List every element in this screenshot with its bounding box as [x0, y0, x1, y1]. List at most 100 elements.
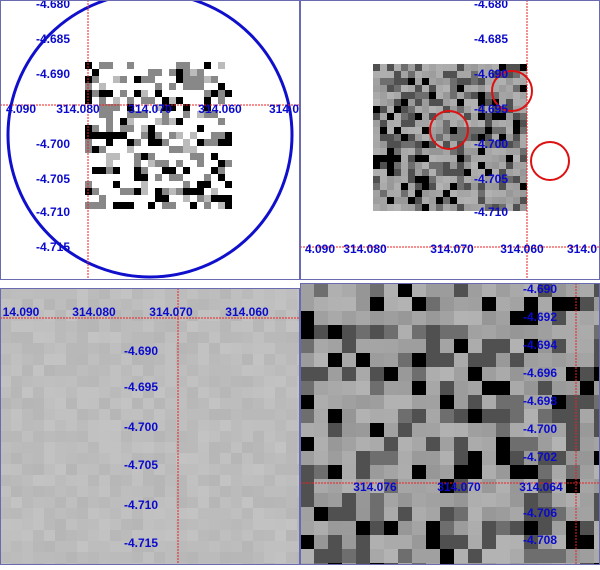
pixel	[300, 409, 314, 423]
pixel	[110, 508, 121, 519]
pixel	[55, 486, 66, 497]
pixel	[566, 479, 580, 493]
pixel	[218, 62, 225, 69]
pixel	[209, 519, 220, 530]
pixel	[513, 183, 520, 190]
pixel	[22, 453, 33, 464]
pixel	[165, 508, 176, 519]
pixel	[443, 64, 450, 71]
pixel	[77, 519, 88, 530]
pixel	[496, 535, 510, 549]
pixel	[132, 475, 143, 486]
pixel	[454, 311, 468, 325]
pixel	[253, 519, 264, 530]
pixel	[66, 310, 77, 321]
pixel	[300, 353, 314, 367]
pixel	[328, 409, 342, 423]
pixel	[520, 204, 527, 211]
pixel	[11, 486, 22, 497]
pixel	[88, 409, 99, 420]
pixel	[220, 288, 231, 299]
pixel	[422, 134, 429, 141]
pixel	[580, 493, 594, 507]
pixel	[55, 420, 66, 431]
pixel	[492, 141, 499, 148]
pixel	[478, 197, 485, 204]
pixel	[154, 442, 165, 453]
pixel	[464, 92, 471, 99]
pixel	[165, 475, 176, 486]
pixel	[443, 92, 450, 99]
pixel	[426, 381, 440, 395]
pixel	[77, 552, 88, 563]
pixel	[209, 332, 220, 343]
pixel	[422, 190, 429, 197]
pixel	[22, 409, 33, 420]
pixel	[415, 204, 422, 211]
pixel	[538, 451, 552, 465]
pixel	[454, 325, 468, 339]
pixel	[482, 507, 496, 521]
pixel	[77, 497, 88, 508]
pixel	[412, 297, 426, 311]
pixel	[566, 395, 580, 409]
pixel	[524, 381, 538, 395]
pixel	[394, 85, 401, 92]
pixel	[33, 299, 44, 310]
pixel	[373, 148, 380, 155]
pixel	[373, 120, 380, 127]
pixel	[11, 442, 22, 453]
pixel	[198, 299, 209, 310]
pixel	[401, 106, 408, 113]
pixel	[566, 409, 580, 423]
pixel	[384, 549, 398, 563]
pixel	[253, 442, 264, 453]
pixel	[99, 475, 110, 486]
pixel	[482, 465, 496, 479]
pixel	[220, 552, 231, 563]
pixel	[0, 475, 11, 486]
pixel	[457, 190, 464, 197]
pixel	[99, 132, 106, 139]
pixel	[242, 486, 253, 497]
pixel	[594, 283, 600, 297]
pixel	[398, 423, 412, 437]
pixel	[66, 508, 77, 519]
pixel	[110, 431, 121, 442]
pixel	[370, 549, 384, 563]
pixel	[580, 549, 594, 563]
pixel	[485, 99, 492, 106]
pixel	[485, 71, 492, 78]
pixel	[0, 508, 11, 519]
pixel	[478, 71, 485, 78]
pixel	[387, 141, 394, 148]
pixel	[356, 521, 370, 535]
pixel	[398, 451, 412, 465]
pixel	[510, 493, 524, 507]
pixel	[242, 475, 253, 486]
pixel	[204, 195, 211, 202]
x-label: 314.080	[56, 102, 100, 116]
pixel	[373, 99, 380, 106]
pixel	[55, 299, 66, 310]
pixel	[520, 169, 527, 176]
pixel	[99, 343, 110, 354]
pixel	[55, 453, 66, 464]
pixel	[197, 153, 204, 160]
pixel	[106, 167, 113, 174]
pixel	[394, 155, 401, 162]
y-label: -4.690	[124, 344, 158, 358]
pixel	[154, 431, 165, 442]
pixel	[155, 90, 162, 97]
pixel	[0, 398, 11, 409]
pixel	[471, 183, 478, 190]
pixel	[242, 453, 253, 464]
pixel	[384, 339, 398, 353]
pixel	[231, 420, 242, 431]
pixel	[121, 475, 132, 486]
pixel	[198, 508, 209, 519]
pixel	[33, 552, 44, 563]
pixel	[143, 541, 154, 552]
pixel	[106, 139, 113, 146]
pixel	[148, 160, 155, 167]
